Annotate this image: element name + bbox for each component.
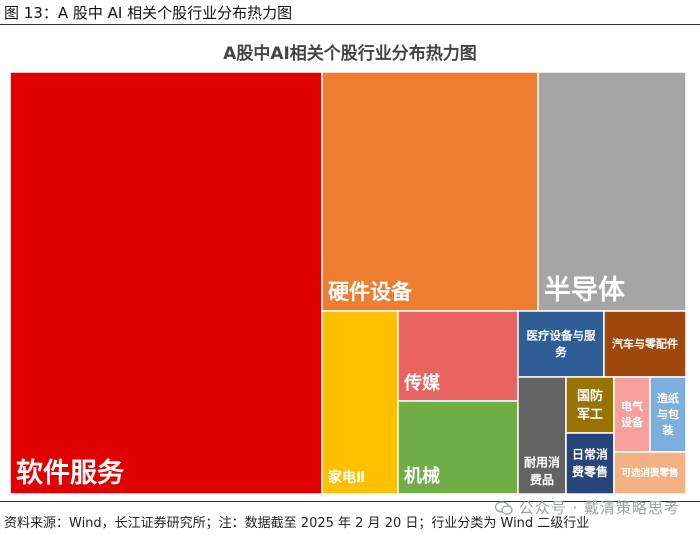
treemap-rect xyxy=(9,71,323,495)
treemap-label: 医疗设备与服务 xyxy=(527,328,596,359)
treemap-label: 传媒 xyxy=(403,372,441,394)
treemap-tile: 造纸与包装 xyxy=(649,376,687,453)
treemap-rect xyxy=(397,400,519,495)
treemap-label: 硬件设备 xyxy=(328,280,413,304)
treemap-label: 家电Ⅱ xyxy=(328,469,365,486)
treemap-rect xyxy=(565,432,615,495)
treemap-label: 软件服务 xyxy=(16,458,124,489)
treemap-tile: 可选消费零售 xyxy=(613,451,687,495)
treemap-rect xyxy=(603,310,687,378)
treemap-rect xyxy=(321,310,399,495)
treemap-tile: 汽车与零配件 xyxy=(603,310,687,378)
treemap-label: 可选消费零售 xyxy=(621,467,678,479)
chart-title: A股中AI相关个股行业分布热力图 xyxy=(223,44,477,64)
treemap-tile: 软件服务 xyxy=(9,71,323,495)
treemap-tile: 耐用消费品 xyxy=(517,376,567,495)
treemap-tile: 国防军工 xyxy=(565,376,615,434)
treemap-rect xyxy=(397,310,519,402)
watermark: 公众号 · 戴清策略思考 xyxy=(494,497,680,518)
top-rule xyxy=(0,24,700,25)
treemap-label: 汽车与零配件 xyxy=(612,337,678,351)
figure-label: 图 13：A 股中 AI 相关个股行业分布热力图 xyxy=(4,4,293,22)
treemap-tile: 医疗设备与服务 xyxy=(517,310,605,378)
treemap-tile: 半导体 xyxy=(537,71,687,312)
treemap-tile: 传媒 xyxy=(397,310,519,402)
treemap-rect xyxy=(517,310,605,378)
bottom-rule xyxy=(0,501,700,502)
treemap-tile: 家电Ⅱ xyxy=(321,310,399,495)
treemap-rect xyxy=(565,376,615,434)
treemap-rect xyxy=(321,71,539,312)
treemap-rect xyxy=(613,376,651,453)
treemap-label: 日常消费零售 xyxy=(572,447,608,479)
treemap-rect xyxy=(537,71,687,312)
treemap-tile: 电气设备 xyxy=(613,376,651,453)
wechat-icon xyxy=(494,501,513,515)
treemap-label: 机械 xyxy=(404,465,440,487)
treemap-tile: 机械 xyxy=(397,400,519,495)
treemap-label: 耐用消费品 xyxy=(524,455,560,487)
treemap-tile: 日常消费零售 xyxy=(565,432,615,495)
watermark-text: 公众号 · 戴清策略思考 xyxy=(518,499,680,517)
treemap-rect xyxy=(649,376,687,453)
treemap-label: 半导体 xyxy=(544,275,626,306)
treemap-rect xyxy=(517,376,567,495)
treemap-label: 电气设备 xyxy=(621,399,644,429)
treemap-label: 国防军工 xyxy=(577,388,603,423)
treemap-tile: 硬件设备 xyxy=(321,71,539,312)
treemap-rect xyxy=(613,451,687,495)
treemap-label: 造纸与包装 xyxy=(657,391,679,437)
source-note: 资料来源：Wind，长江证券研究所；注：数据截至 2025 年 2 月 20 日… xyxy=(4,516,590,531)
